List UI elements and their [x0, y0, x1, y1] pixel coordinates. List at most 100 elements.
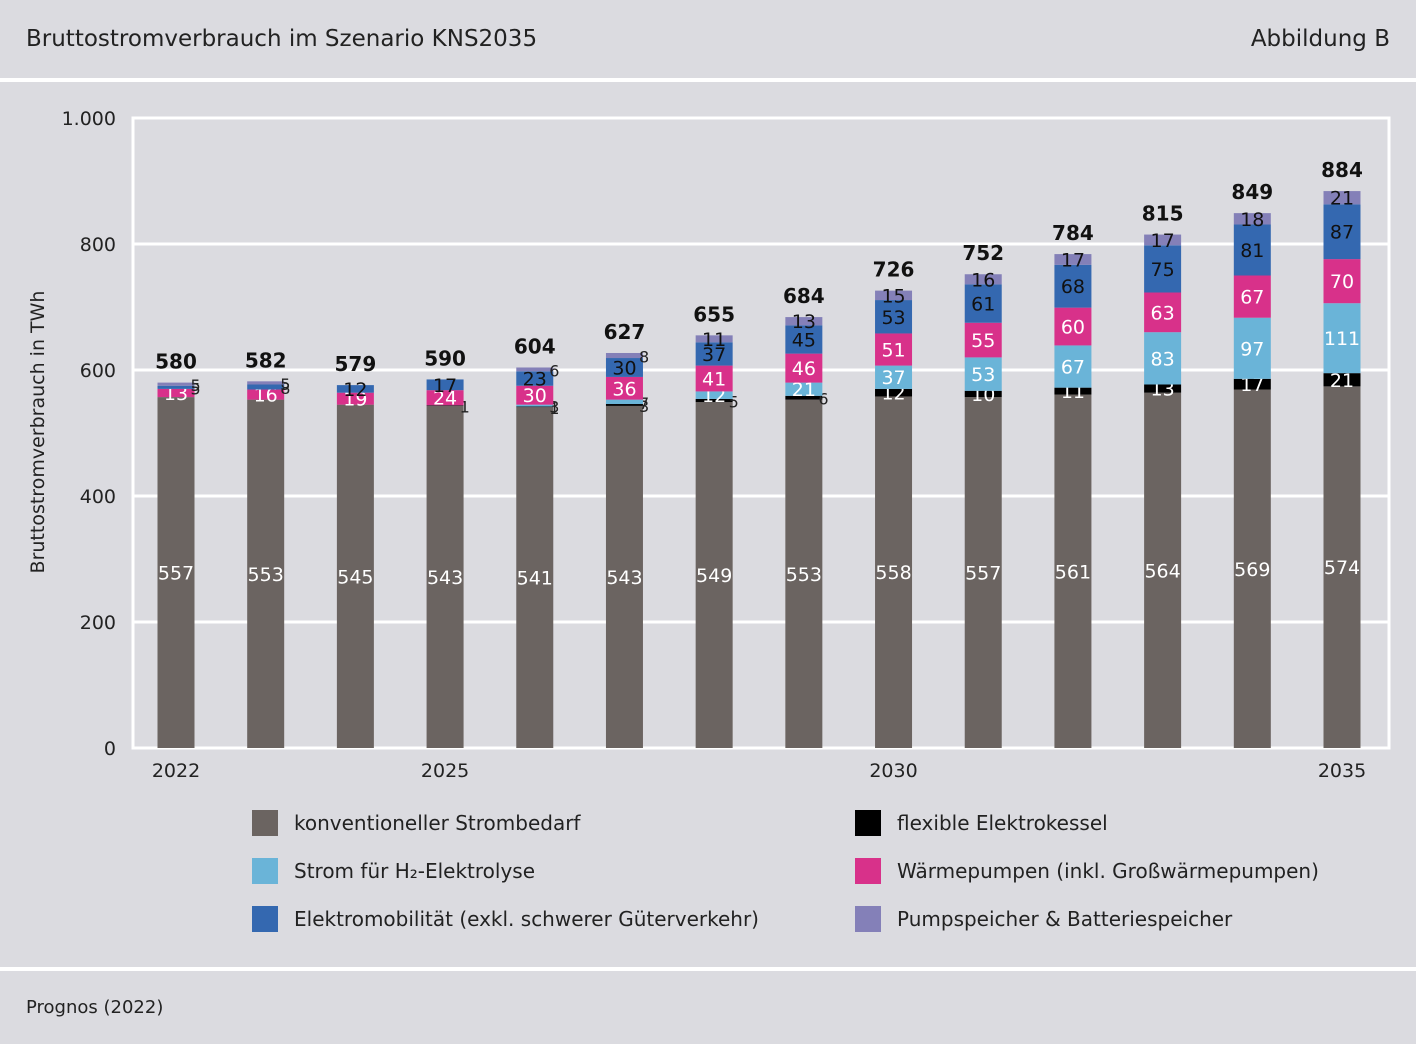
- legend-label-speicher: Pumpspeicher & Batteriespeicher: [897, 907, 1233, 931]
- legend-swatch-wp: [855, 858, 881, 884]
- bar-segment-wp: [247, 389, 285, 400]
- y-axis-label: Bruttostromverbrauch in TWh: [27, 291, 49, 574]
- bar-segment-emob: [1323, 204, 1361, 260]
- legend-item-h2: Strom für H₂-Elektrolyse: [252, 858, 535, 884]
- y-axis-ticks: 0 200 400 600 800 1.000: [62, 108, 116, 760]
- data-label-h2: 37: [881, 367, 905, 389]
- bar-segment-h2: [605, 399, 643, 405]
- bar-segment-conv: [516, 407, 554, 748]
- data-label-emob: 61: [971, 294, 995, 316]
- bar-segment-emob: [1144, 245, 1182, 293]
- data-label-emob: 68: [1061, 276, 1085, 298]
- data-label-h2: 21: [792, 379, 816, 401]
- data-label-conv: 543: [427, 567, 463, 589]
- bar-segment-emob: [695, 342, 733, 366]
- x-tick-label: 2030: [869, 760, 917, 782]
- total-label: 815: [1142, 202, 1184, 226]
- data-label-wp: 19: [343, 389, 367, 411]
- bar-segment-emob: [605, 358, 643, 377]
- x-tick-label: 2025: [421, 760, 469, 782]
- legend-swatch-conv: [252, 810, 278, 836]
- data-label-emob: 37: [702, 344, 726, 366]
- bar-segment-conv: [1054, 394, 1092, 748]
- bar-segment-conv: [157, 397, 195, 748]
- bar-segment-wp: [157, 388, 195, 398]
- grid-lines: [131, 116, 1391, 750]
- bar-segment-wp: [695, 365, 733, 392]
- stacked-bar-chart: 0 200 400 600 800 1.000 Bruttostromverbrauch …: [27, 108, 1391, 782]
- bar-segment-emob: [964, 284, 1002, 323]
- total-label: 684: [783, 284, 825, 308]
- bar-segment-speicher: [1144, 234, 1182, 246]
- data-label-flex: 5: [729, 393, 739, 412]
- data-label-wp: 16: [254, 385, 278, 407]
- total-label: 849: [1231, 180, 1273, 204]
- x-axis-ticks: 2022 2025 2030 2035: [152, 760, 1366, 782]
- data-label-speicher: 8: [639, 348, 649, 367]
- bar-segment-speicher: [1323, 191, 1361, 205]
- total-label: 752: [962, 241, 1004, 265]
- chart-title: Bruttostromverbrauch im Szenario KNS2035: [26, 26, 538, 52]
- bar-segment-speicher: [785, 317, 823, 326]
- legend-label-wp: Wärmepumpen (inkl. Großwärmepumpen): [897, 859, 1319, 883]
- bar-segment-h2: [1054, 345, 1092, 388]
- data-label-h2: 53: [971, 364, 995, 386]
- data-label-flex: 6: [818, 390, 828, 409]
- legend-label-emob: Elektromobilität (exkl. schwerer Güterve…: [294, 907, 759, 931]
- bar-segment-conv: [964, 397, 1002, 748]
- top-divider: [0, 78, 1416, 82]
- data-label-conv: 545: [337, 566, 373, 588]
- bar-segment-flex: [1233, 378, 1271, 390]
- header: Bruttostromverbrauch im Szenario KNS2035…: [0, 0, 1416, 78]
- bar-segment-wp: [1233, 275, 1271, 318]
- data-label-emob: 5: [191, 379, 201, 398]
- legend-label-h2: Strom für H₂-Elektrolyse: [294, 859, 536, 883]
- data-label-conv: 557: [158, 563, 194, 585]
- total-label: 590: [424, 346, 466, 370]
- bar-segment-wp: [785, 353, 823, 383]
- data-label-emob: 81: [1240, 240, 1264, 262]
- total-label: 726: [873, 258, 915, 282]
- bar-segment-speicher: [964, 274, 1002, 285]
- bar-segment-h2: [1144, 332, 1182, 385]
- legend: konventioneller Strombedarf flexible Ele…: [0, 800, 1416, 950]
- bar-segment-wp: [336, 392, 374, 405]
- data-label-wp: 51: [881, 340, 905, 362]
- data-label-wp: 46: [792, 358, 816, 380]
- data-label-speicher: 6: [549, 361, 559, 380]
- bar-segment-flex: [964, 390, 1002, 398]
- data-label-flex: 3: [639, 397, 649, 416]
- bar-segment-wp: [605, 376, 643, 400]
- bar-segment-h2: [875, 365, 913, 389]
- x-tick-label: 2022: [152, 760, 200, 782]
- data-label-speicher: 15: [881, 285, 905, 307]
- data-label-speicher: 17: [1151, 230, 1175, 252]
- bar-segment-speicher: [516, 367, 554, 372]
- bar-2023: 553 16 85 582: [245, 348, 290, 748]
- data-label-emob: 45: [792, 329, 816, 351]
- bar-segment-conv: [875, 396, 913, 748]
- data-label-emob: 17: [433, 375, 457, 397]
- figure-label: Abbildung B: [1250, 26, 1390, 52]
- data-label-flex: 17: [1240, 374, 1264, 396]
- bar-segment-emob: [336, 385, 374, 393]
- bar-segment-h2: [785, 382, 823, 396]
- bottom-divider: [0, 967, 1416, 971]
- bar-segment-flex: [516, 406, 554, 408]
- data-label-h2: 3: [549, 398, 559, 417]
- plot-frame: [131, 116, 1391, 750]
- bar-segment-emob: [426, 379, 464, 391]
- legend-label-flex: flexible Elektrokessel: [897, 811, 1108, 835]
- data-label-wp: 55: [971, 330, 995, 352]
- bar-segment-emob: [1054, 264, 1092, 308]
- data-label-emob: 87: [1330, 222, 1354, 244]
- total-label: 655: [693, 302, 735, 326]
- bar-segment-wp: [1054, 307, 1092, 346]
- data-label-emob: 53: [881, 307, 905, 329]
- total-label: 582: [245, 348, 287, 372]
- data-label-speicher: 11: [702, 329, 726, 351]
